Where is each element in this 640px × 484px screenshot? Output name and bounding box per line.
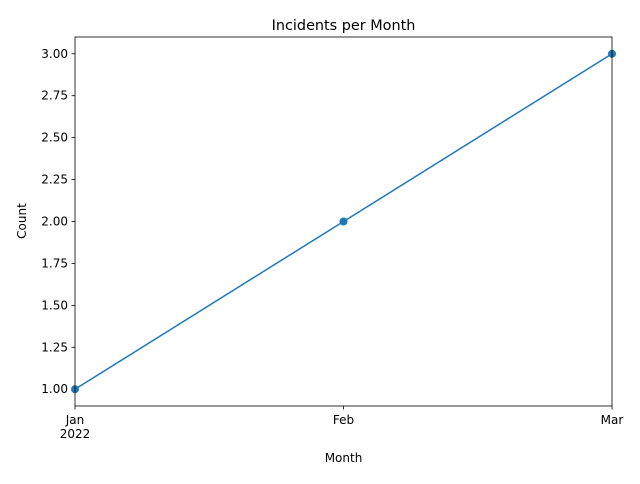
x-tick-label: Feb: [333, 413, 354, 427]
y-tick-label: 2.00: [41, 215, 68, 229]
plot-area: 1.00 1.25 1.50 1.75 2.00 2.25 2.50 2.75 3.00 Jan2…: [41, 36, 624, 441]
y-axis-label: Count: [15, 203, 29, 239]
chart-title: Incidents per Month: [272, 18, 416, 34]
x-tick-year-label: 2022: [60, 427, 91, 441]
y-tick-label: 3.00: [41, 47, 68, 61]
x-tick-label: Jan: [65, 413, 85, 427]
y-tick-label: 2.75: [41, 89, 68, 103]
data-point: [339, 217, 348, 226]
y-tick-label: 1.50: [41, 298, 68, 312]
y-tick-label: 2.50: [41, 131, 68, 145]
axes-frame: [74, 36, 613, 407]
y-tick-label: 2.25: [41, 173, 68, 187]
y-tick-label: 1.75: [41, 256, 68, 270]
x-axis-label: Month: [325, 451, 363, 465]
x-tick-label: Mar: [601, 413, 624, 427]
y-tick-label: 1.00: [41, 382, 68, 396]
y-tick-label: 1.25: [41, 340, 68, 354]
